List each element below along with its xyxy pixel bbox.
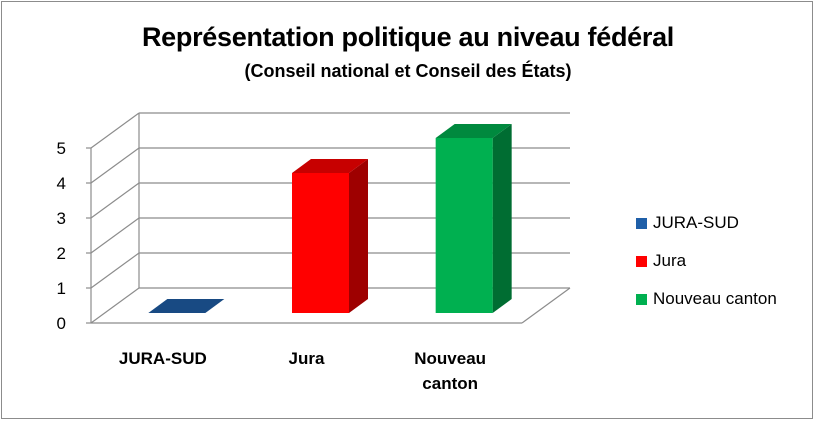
x-category-label-line: canton bbox=[422, 374, 478, 393]
side-gridline bbox=[90, 287, 140, 324]
bar-side-face bbox=[349, 159, 368, 313]
x-category-label-line: Jura bbox=[289, 349, 325, 368]
legend-label: Nouveau canton bbox=[653, 289, 777, 308]
y-tick-label: 0 bbox=[57, 314, 66, 333]
bar-jura bbox=[292, 159, 368, 313]
chart-title: Représentation politique au niveau fédér… bbox=[141, 22, 674, 52]
legend-item: Jura bbox=[636, 242, 777, 280]
x-category-label: JURA-SUD bbox=[119, 349, 207, 368]
side-gridline bbox=[90, 182, 140, 219]
bar-front-face bbox=[292, 173, 349, 313]
y-tick-label: 4 bbox=[57, 174, 66, 193]
x-category-label-line: Nouveau bbox=[414, 349, 486, 368]
bar-top-face bbox=[292, 159, 368, 173]
side-gridline bbox=[90, 217, 140, 254]
y-tick-label: 2 bbox=[57, 244, 66, 263]
side-gridline bbox=[90, 112, 140, 149]
side-gridline bbox=[90, 147, 140, 184]
bar-top-face bbox=[148, 299, 225, 313]
legend-label: Jura bbox=[653, 251, 687, 270]
x-category-label-line: JURA-SUD bbox=[119, 349, 207, 368]
x-category-label: Nouveau canton bbox=[414, 349, 486, 393]
legend: JURA-SUD Jura Nouveau canton bbox=[636, 204, 777, 318]
legend-label: JURA-SUD bbox=[653, 213, 739, 232]
y-tick-label: 1 bbox=[57, 279, 66, 298]
legend-item: JURA-SUD bbox=[636, 204, 777, 242]
bar-front-face bbox=[435, 138, 493, 313]
bar-nouveau-canton bbox=[435, 124, 512, 313]
side-gridline bbox=[90, 252, 140, 289]
chart-subtitle: (Conseil national et Conseil des États) bbox=[244, 61, 572, 81]
legend-item: Nouveau canton bbox=[636, 280, 777, 318]
bar-top-face bbox=[435, 124, 512, 138]
legend-swatch bbox=[636, 293, 647, 305]
bar-jura-sud bbox=[148, 299, 225, 313]
y-tick-label: 5 bbox=[57, 139, 66, 158]
y-tick-label: 3 bbox=[57, 209, 66, 228]
floor-right-edge bbox=[521, 287, 571, 324]
legend-swatch bbox=[636, 255, 647, 267]
bar-side-face bbox=[492, 124, 512, 313]
x-category-label: Jura bbox=[289, 349, 325, 368]
legend-swatch bbox=[636, 217, 647, 229]
